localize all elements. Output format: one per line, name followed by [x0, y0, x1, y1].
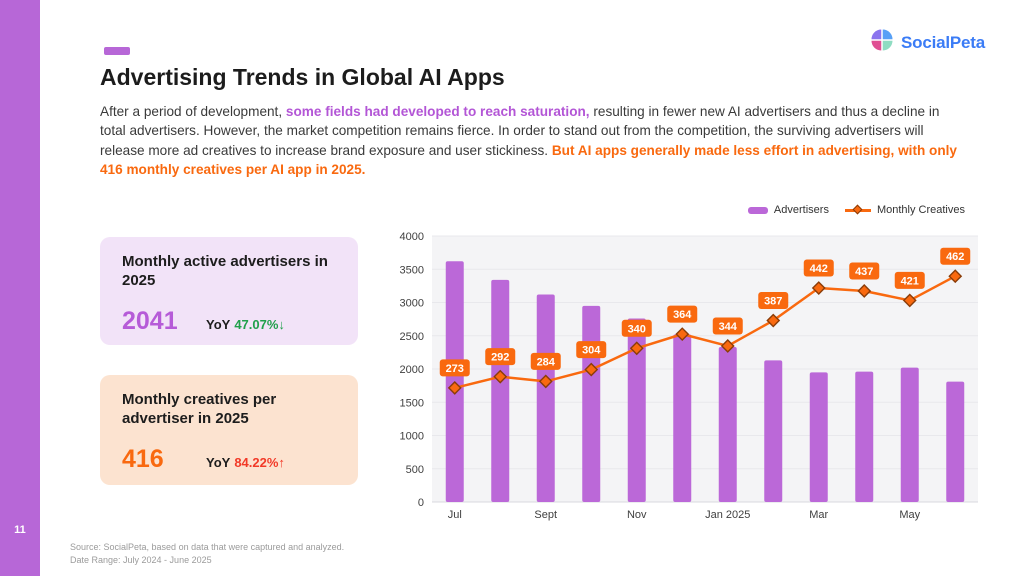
yoy-label: YoY — [206, 455, 231, 470]
creatives-marker-diamond — [902, 293, 917, 308]
creatives-point-label: 437 — [855, 266, 873, 278]
title-accent-dash — [104, 47, 130, 55]
creatives-point-label: 421 — [901, 275, 919, 287]
creatives-point-label: 292 — [491, 352, 509, 364]
y-axis-tick-label: 2500 — [400, 331, 424, 343]
accent-strip — [0, 0, 40, 576]
creatives-point-label: 340 — [628, 323, 646, 335]
legend-label: Advertisers — [773, 204, 829, 216]
advertisers-bar — [900, 367, 919, 502]
creatives-marker-diamond — [948, 269, 963, 284]
x-axis-tick-label: May — [899, 509, 920, 521]
combo-chart: 0 500 1000 1500 2000 2500 3000 3500 4000 Jul Sept N… — [398, 230, 990, 522]
creatives-marker-diamond — [493, 369, 508, 384]
yoy-value: 84.22%↑ — [234, 455, 285, 470]
creatives-point-label: 462 — [946, 251, 964, 263]
creatives-point-label-box — [439, 359, 470, 377]
creatives-point-label: 387 — [764, 296, 782, 308]
creatives-marker-diamond — [584, 362, 599, 377]
intro-text: After a period of development, — [100, 104, 286, 119]
y-axis-tick-label: 3500 — [400, 264, 424, 276]
source-note: Source: SocialPeta, based on data that w… — [70, 541, 344, 567]
creatives-point-label-box — [576, 341, 607, 359]
creatives-point-label-box — [758, 292, 789, 310]
legend-label: Monthly Creatives — [876, 204, 965, 216]
creatives-point-label: 364 — [673, 309, 692, 321]
legend-item-monthly-creatives: Monthly Creatives — [844, 204, 965, 216]
combo-chart-svg: 0 500 1000 1500 2000 2500 3000 3500 4000 Jul Sept N… — [400, 231, 978, 521]
page-number: 11 — [14, 524, 26, 536]
brand-name: SocialPeta — [901, 32, 985, 52]
advertisers-bar — [627, 318, 646, 502]
x-axis-tick-label: Mar — [809, 509, 828, 521]
creatives-point-label-box — [894, 271, 925, 289]
intro-text: resulting in fewer new AI advertisers an… — [100, 104, 940, 158]
page-title: Advertising Trends in Global AI Apps — [100, 64, 505, 90]
y-axis-tick-label: 0 — [418, 497, 424, 509]
y-axis-tick-label: 500 — [406, 464, 424, 476]
y-axis-tick-label: 1000 — [400, 431, 424, 443]
source-line: Source: SocialPeta, based on data that w… — [70, 542, 345, 552]
creatives-point-label-box — [712, 317, 743, 335]
creatives-point-label: 304 — [582, 345, 601, 357]
advertisers-bar — [855, 371, 874, 502]
advertisers-bar — [809, 372, 828, 502]
advertisers-bar — [764, 360, 783, 502]
intro-paragraph: After a period of development, some fiel… — [100, 102, 966, 180]
creatives-marker-diamond — [447, 380, 462, 395]
intro-highlight-saturation: some fields had developed to reach satur… — [285, 104, 590, 119]
advertisers-bar — [536, 294, 555, 502]
yoy-label: YoY — [206, 317, 231, 332]
x-axis-tick-label: Sept — [534, 509, 557, 521]
advertisers-bar — [718, 347, 737, 502]
socialpeta-logo-icon — [870, 28, 894, 57]
creatives-point-label-box — [530, 352, 561, 370]
monthly-creatives-line — [454, 275, 956, 390]
stat-card-creatives: Monthly creatives per advertiser in 2025… — [100, 375, 358, 485]
stat-card-value: 416 — [122, 445, 164, 473]
y-axis-tick-label: 1500 — [400, 397, 424, 409]
date-range-line: Date Range: July 2024 - June 2025 — [70, 555, 212, 565]
creatives-point-label-box — [485, 348, 516, 366]
creatives-point-label-box — [940, 247, 971, 265]
y-axis-tick-label: 3000 — [400, 298, 424, 310]
creatives-point-label-box — [667, 305, 698, 323]
creatives-point-label-box — [849, 262, 880, 280]
creatives-point-label: 284 — [537, 356, 556, 368]
creatives-marker-diamond — [811, 281, 826, 295]
creatives-marker-diamond — [720, 339, 735, 353]
creatives-point-label-box — [803, 259, 834, 277]
creatives-swatch-icon — [844, 204, 871, 215]
y-axis-tick-label: 2000 — [400, 364, 424, 376]
stat-card-title: Monthly creatives per advertiser in 2025 — [122, 391, 277, 427]
advertisers-bar — [582, 305, 601, 502]
advertisers-swatch-icon — [747, 206, 768, 214]
y-axis-tick-label: 4000 — [400, 231, 424, 243]
creatives-marker-diamond — [675, 327, 690, 342]
advertisers-bar — [946, 381, 965, 502]
chart-legend: Advertisers Monthly Creatives — [747, 204, 965, 216]
creatives-marker-diamond — [857, 284, 872, 298]
stat-card-title: Monthly active advertisers in 2025 — [122, 253, 328, 289]
stat-card-advertisers: Monthly active advertisers in 2025 2041 … — [100, 237, 358, 345]
intro-highlight-effort: But AI apps generally made less effort i… — [100, 142, 957, 178]
creatives-marker-diamond — [629, 341, 644, 356]
advertisers-bar — [491, 279, 510, 502]
x-axis-tick-label: Nov — [627, 509, 647, 521]
legend-item-advertisers: Advertisers — [747, 204, 829, 216]
advertisers-bar — [673, 334, 692, 502]
x-axis-tick-label: Jul — [448, 509, 462, 521]
creatives-point-label-box — [621, 319, 652, 337]
creatives-point-label: 344 — [719, 321, 738, 333]
creatives-marker-diamond — [538, 374, 553, 389]
yoy-value: 47.07%↓ — [234, 317, 285, 332]
x-axis-tick-label: Jan 2025 — [705, 509, 750, 521]
brand-logo: SocialPeta — [870, 28, 985, 57]
creatives-marker-diamond — [766, 313, 781, 328]
stat-card-value: 2041 — [122, 307, 178, 335]
creatives-point-label: 442 — [810, 263, 828, 275]
creatives-point-label: 273 — [446, 363, 464, 375]
